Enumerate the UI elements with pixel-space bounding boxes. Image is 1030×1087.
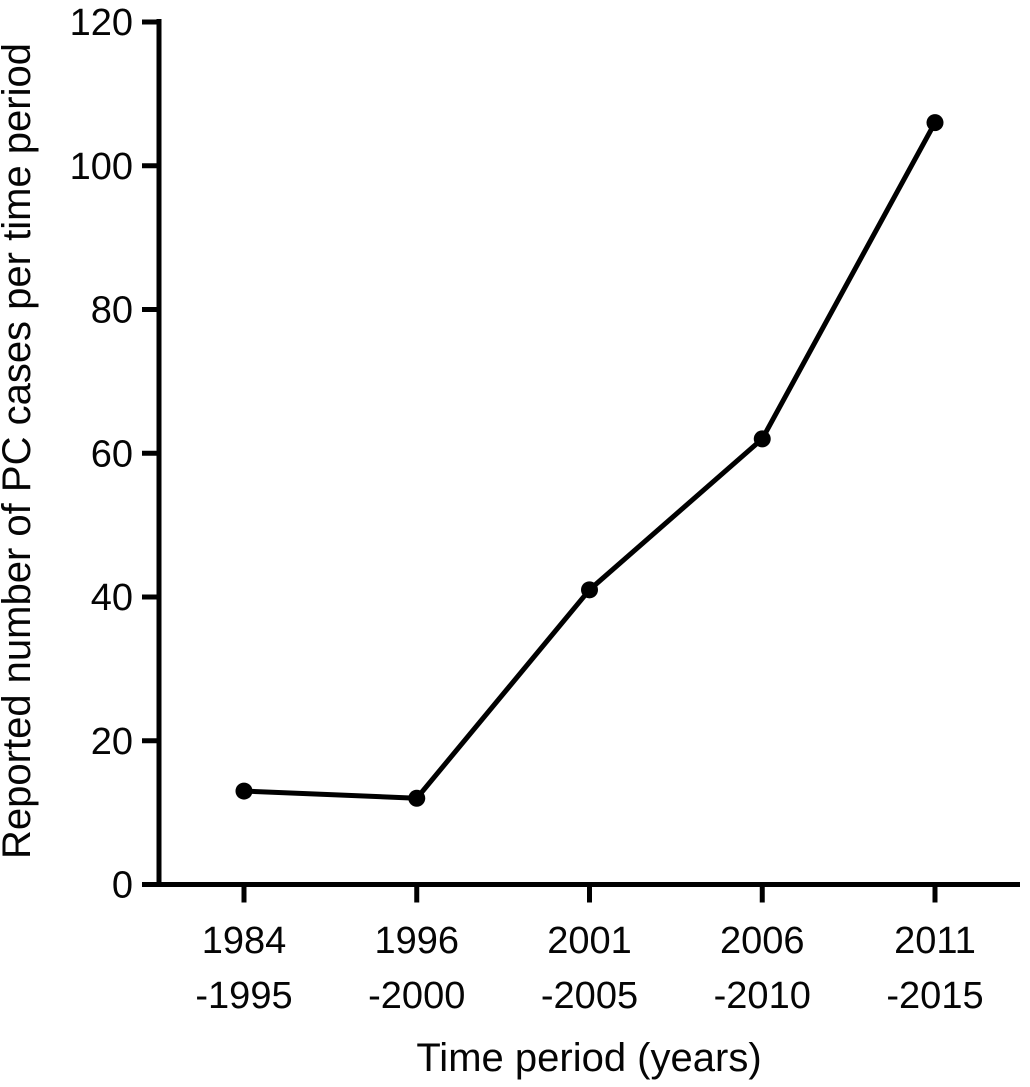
data-point (581, 581, 598, 599)
y-tick-label: 0 (112, 865, 133, 907)
x-tick-label-line1: 2011 (894, 920, 976, 962)
y-tick-label: 20 (91, 721, 133, 763)
axes-layer: 0 20 40 60 80 100 120 1984 -1995 1996 -2000 2001 -20… (70, 2, 1020, 1017)
x-axis-title: Time period (years) (416, 1036, 761, 1080)
x-tick-label-line2: -2010 (714, 975, 811, 1017)
x-tick-label-line1: 1996 (374, 920, 459, 962)
y-axis-title: Reported number of PC cases per time per… (0, 43, 39, 859)
x-tick-label-line1: 2006 (720, 920, 805, 962)
x-tick-label-line1: 1984 (202, 920, 287, 962)
trend-line (241, 120, 938, 801)
data-point (408, 789, 426, 807)
data-point (753, 430, 771, 448)
x-tick-label-line2: -2000 (368, 975, 465, 1017)
y-tick-label: 120 (70, 2, 133, 44)
x-tick-label-line2: -2015 (886, 975, 983, 1017)
y-tick-label: 40 (91, 577, 133, 619)
x-tick-label-line1: 2001 (547, 920, 632, 962)
x-tick-label-line2: -1995 (195, 975, 292, 1017)
data-series-layer (235, 114, 944, 807)
y-tick-label: 80 (91, 290, 133, 332)
data-point (235, 782, 253, 800)
y-tick-label: 60 (91, 433, 133, 475)
y-tick-label: 100 (70, 146, 133, 188)
data-point (926, 114, 944, 132)
x-tick-label-line2: -2005 (541, 975, 638, 1017)
